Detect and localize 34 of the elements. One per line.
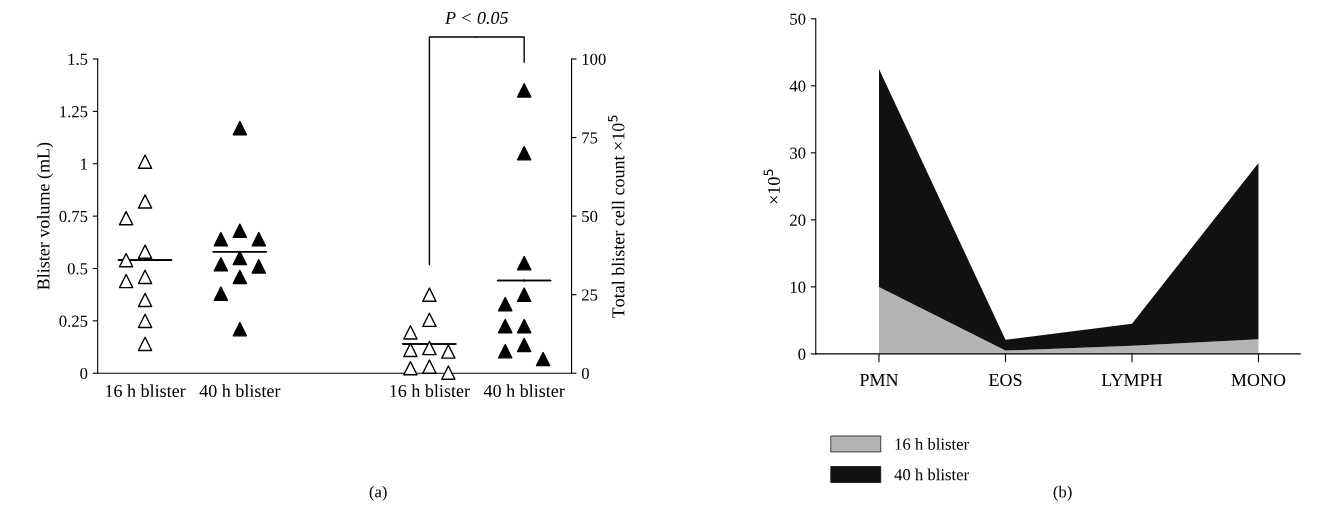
text: (a) [369, 485, 387, 501]
y2-tick-label: 25 [582, 289, 598, 301]
y-tick-label: 0.5 [67, 263, 88, 275]
y-tick-label: 50 [790, 13, 806, 25]
y-tick-label: 20 [790, 214, 806, 226]
x-tick-label: MONO [1231, 373, 1286, 387]
y-tick-label: 0 [798, 348, 806, 360]
x-tick-label: LYMPH [1101, 374, 1163, 386]
y-tick-label: 30 [790, 147, 806, 159]
y-tick-label: 40 [789, 80, 806, 92]
y-tick-label: 0.25 [59, 315, 88, 327]
y-tick-label: 0 [80, 367, 88, 380]
x-tick-label: 16 h blister [390, 384, 470, 398]
x-tick-label: 16 h blister [106, 384, 186, 398]
y2-tick-label: 0 [581, 367, 589, 380]
y2-tick-label: 100 [582, 53, 606, 65]
legend-label: 16 h blister [895, 438, 969, 450]
y-axis-title: ×10$^{5}$ [763, 169, 781, 204]
x-tick-label: 40 h blister [199, 384, 281, 398]
x-tick-label: 40 h blister [483, 384, 565, 398]
y-axis-title: Blister volume (mL) [36, 142, 54, 290]
text: P < 0.05 [444, 11, 509, 24]
y2-tick-label: 75 [582, 132, 598, 144]
y2-tick-label: 50 [582, 210, 598, 223]
x-tick-label: EOS [988, 373, 1022, 387]
x-tick-label: PMN [859, 374, 899, 386]
y-tick-label: 1.5 [68, 53, 88, 66]
y-tick-label: 10 [790, 281, 806, 293]
y-tick-label: 1 [81, 158, 87, 170]
y-tick-label: 1.25 [60, 106, 88, 118]
y2-axis-title: Total blister cell count ×10$^{5}$ [608, 115, 625, 319]
y-tick-label: 0.75 [59, 210, 88, 223]
text: (b) [1053, 485, 1072, 501]
legend-label: 40 h blister [894, 468, 969, 481]
